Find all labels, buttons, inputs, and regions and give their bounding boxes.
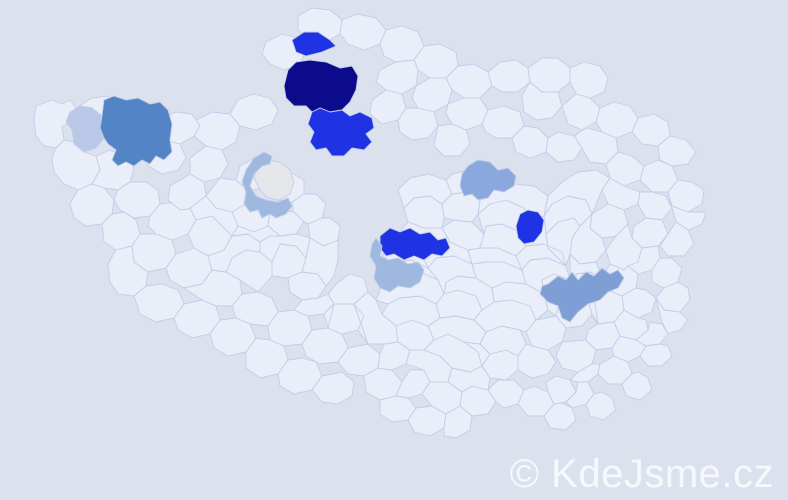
district-sokolov[interactable] [65, 105, 105, 153]
district-decin[interactable] [291, 31, 337, 57]
district-zlin[interactable] [539, 267, 625, 323]
watermark: © KdeJsme.cz [509, 452, 774, 496]
district-ceska-lipa[interactable] [283, 59, 359, 113]
district-praha-zapad[interactable] [241, 151, 293, 219]
base-districts [33, 7, 707, 439]
district-pardubice[interactable] [379, 227, 451, 261]
district-mlada-boleslav[interactable] [307, 107, 375, 157]
district-praha[interactable] [253, 159, 295, 201]
highlighted-districts [65, 31, 625, 323]
district-jicin-trutnov[interactable] [459, 159, 517, 201]
district-karlovy-vary[interactable] [99, 95, 173, 167]
district-svitavy[interactable] [515, 209, 545, 245]
district-chrudim[interactable] [369, 237, 425, 293]
